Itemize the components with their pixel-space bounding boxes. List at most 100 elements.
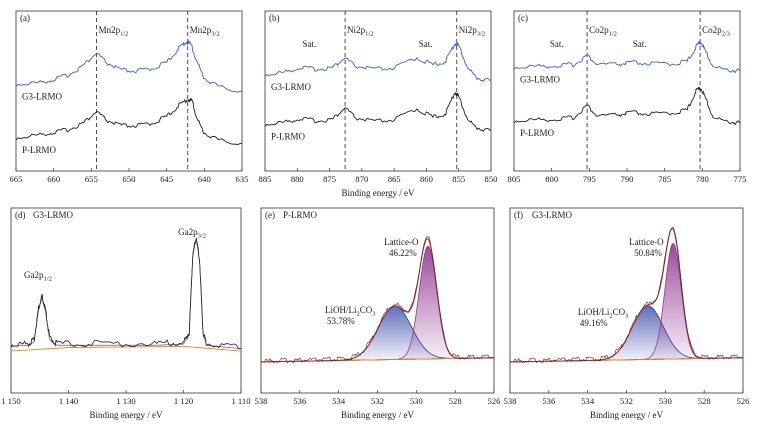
x-tick-label: 785 [658, 174, 671, 184]
x-tick-label: 635 [236, 174, 249, 184]
lioh-label: LiOH/Li2CO3 [325, 305, 376, 318]
sample-label-part: P-LRMO [283, 210, 318, 220]
lioh-label-part: LiOH/Li [578, 307, 610, 317]
peak-label-part: Sat. [550, 39, 564, 49]
lioh-label-part: CO [360, 305, 373, 315]
x-tick-label: 655 [85, 174, 98, 184]
x-tick-label: 860 [420, 174, 433, 184]
lioh-percent: 49.16% [580, 318, 608, 328]
peak-label-part: Mn2p [190, 25, 212, 35]
series-line-p-lrmo [513, 86, 741, 126]
series-line-g3-lrmo [513, 41, 741, 74]
background-line [10, 345, 242, 352]
sample-label-p-part: P-LRMO [22, 145, 57, 155]
x-tick-label: 538 [255, 396, 268, 406]
peak-label-part: 3/2 [477, 31, 485, 38]
lattice-o-label-part: Lattice-O [629, 237, 664, 247]
x-tick-label: 1 150 [1, 396, 20, 406]
panel-frame [264, 10, 492, 172]
lioh-label-part: 3 [625, 313, 628, 320]
x-tick-label: 530 [410, 396, 423, 406]
x-tick-label: 536 [542, 396, 556, 406]
x-tick-label: 800 [545, 174, 558, 184]
peak-label-part: 3/2 [211, 31, 219, 38]
x-tick-label: 532 [620, 396, 633, 406]
x-tick-label: 795 [583, 174, 596, 184]
x-tick-label: 528 [449, 396, 462, 406]
peak-label: Ga2p3/2 [178, 227, 206, 240]
lioh-percent-part: 53.78% [327, 316, 355, 326]
lattice-o-label: Lattice-O [629, 237, 664, 247]
peak-label-part: Ni2p [347, 25, 366, 35]
lattice-o-label: Lattice-O [384, 237, 419, 247]
x-tick-label: 536 [293, 396, 307, 406]
sample-label-part: G3-LRMO [33, 210, 73, 220]
panel-frame [260, 207, 495, 394]
panel-frame [509, 207, 744, 394]
lattice-o-label-part: Lattice-O [384, 237, 419, 247]
lioh-label-part: LiOH/Li [325, 305, 357, 315]
x-axis-title: Binding energy / eV [89, 410, 163, 420]
lioh-label: LiOH/Li2CO3 [578, 307, 629, 320]
peak-label-part: 3/2 [198, 233, 206, 240]
x-tick-label: 790 [621, 174, 634, 184]
peak-label-part: 1/2 [120, 31, 128, 38]
peak-label-part: 1/2 [44, 276, 52, 283]
x-tick-label: 528 [698, 396, 711, 406]
panel-label: (f) [514, 210, 523, 220]
lioh-label-part: 2 [609, 313, 612, 320]
panel-label: (a) [20, 13, 30, 23]
panel-a: 665 660 655 650 645 640 635 (a) G3-LRMO P-LRMO Mn2… [10, 10, 249, 184]
x-tick-label: 875 [323, 174, 336, 184]
lattice-o-percent-part: 50.84% [634, 248, 662, 258]
x-tick-label: 645 [160, 174, 173, 184]
lattice-o-percent-part: 46.22% [389, 248, 417, 258]
x-axis-title: Binding energy / eV [590, 410, 664, 420]
lioh-label-part: 2 [356, 311, 359, 318]
x-tick-label: 530 [659, 396, 672, 406]
x-tick-label: 640 [198, 174, 211, 184]
raw-spectrum-line [260, 235, 495, 364]
raw-spectrum-line [509, 226, 744, 364]
component-lioh-li2co3 [260, 305, 495, 363]
series-line-p-lrmo [264, 92, 492, 132]
peak-label-part: 1/2 [365, 31, 373, 38]
sample-label-g3-part: G3-LRMO [520, 75, 560, 85]
peak-label-part: Ga2p [24, 270, 44, 280]
x-tick-label: 534 [332, 396, 346, 406]
sample-label: P-LRMO [283, 210, 318, 220]
x-tick-label: 650 [123, 174, 136, 184]
panel-b: 885 880 875 870 865 860 855 850 Binding energy /… [259, 10, 498, 198]
lattice-o-percent: 50.84% [634, 248, 662, 258]
peak-label: Ga2p1/2 [24, 270, 52, 283]
peak-label-part: Ni2p [459, 25, 478, 35]
sample-label-g3: G3-LRMO [271, 82, 311, 92]
sample-label-g3: G3-LRMO [22, 92, 62, 102]
panel-label: (c) [518, 13, 528, 23]
peak-label: Mn2p3/2 [190, 25, 220, 38]
series-line-g3-lrmo [15, 39, 243, 93]
x-tick-label: 855 [452, 174, 465, 184]
x-tick-label: 850 [485, 174, 498, 184]
sample-label-p-part: P-LRMO [271, 132, 306, 142]
raw-spectrum-line [10, 238, 242, 350]
panel-e: 538 536 534 532 530 528 526 Binding energy / eV… [255, 207, 501, 420]
peak-label-part: Mn2p [99, 25, 121, 35]
panel-f: 538 536 534 532 530 528 526 Binding energy / eV… [504, 207, 750, 420]
x-tick-label: 805 [508, 174, 521, 184]
sample-label-p: P-LRMO [271, 132, 306, 142]
sample-label-p: P-LRMO [520, 128, 555, 138]
panel-label: (e) [265, 210, 275, 220]
sample-label-p: P-LRMO [22, 145, 57, 155]
x-tick-label: 665 [10, 174, 23, 184]
peak-label-part: Co2p [702, 25, 722, 35]
x-tick-label: 885 [259, 174, 272, 184]
series-line-g3-lrmo [264, 42, 492, 82]
peak-label-part: Sat. [633, 39, 647, 49]
x-tick-label: 532 [371, 396, 384, 406]
peak-label-part: Co2p [589, 25, 609, 35]
peak-label-part: Ga2p [178, 227, 198, 237]
x-tick-label: 870 [355, 174, 368, 184]
x-tick-label: 1 110 [231, 396, 250, 406]
